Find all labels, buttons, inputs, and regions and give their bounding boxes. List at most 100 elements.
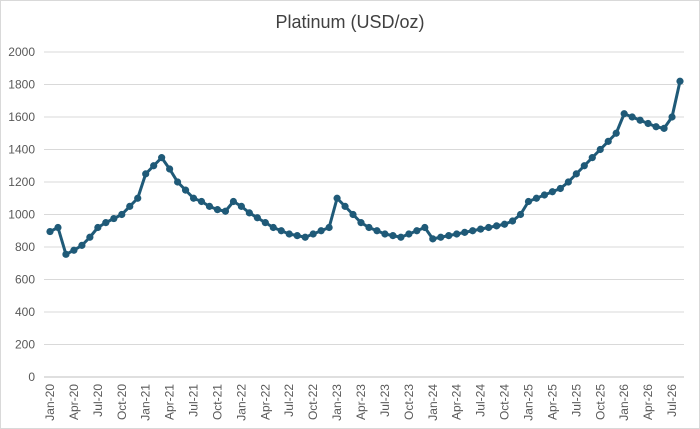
data-point <box>469 227 477 235</box>
x-tick-label: Jan-22 <box>234 384 248 421</box>
data-point <box>453 230 461 238</box>
data-point <box>628 113 636 121</box>
data-point <box>197 197 206 206</box>
x-tick-label: Oct-24 <box>498 384 512 420</box>
data-point <box>142 170 150 178</box>
data-point <box>612 129 620 137</box>
x-tick-label: Jul-21 <box>187 384 201 417</box>
data-point <box>309 230 317 238</box>
x-tick-label: Jan-25 <box>521 384 535 421</box>
y-tick-label: 200 <box>15 338 35 352</box>
data-point <box>94 223 102 232</box>
y-tick-label: 1600 <box>8 110 35 124</box>
x-tick-label: Apr-24 <box>450 384 464 420</box>
data-point <box>301 233 309 241</box>
data-point <box>54 223 62 232</box>
x-tick-label: Apr-22 <box>258 384 272 420</box>
data-point <box>102 219 110 227</box>
data-point <box>389 232 397 240</box>
x-tick-label: Oct-20 <box>115 384 129 420</box>
data-point <box>445 232 453 240</box>
data-point <box>325 223 333 232</box>
x-tick-label: Apr-26 <box>641 384 655 420</box>
series-platinum <box>46 77 684 258</box>
data-point <box>213 206 222 214</box>
data-point <box>492 222 501 230</box>
data-point <box>237 202 245 210</box>
x-tick-label: Apr-21 <box>163 384 177 420</box>
data-point <box>548 188 557 196</box>
data-point <box>429 235 437 243</box>
chart-title: Platinum (USD/oz) <box>275 12 425 32</box>
data-point <box>62 250 70 258</box>
data-point <box>78 241 86 249</box>
data-point <box>261 219 269 227</box>
data-point <box>516 210 525 219</box>
data-point <box>373 227 381 235</box>
data-point <box>134 194 142 202</box>
y-tick-label: 600 <box>15 273 35 287</box>
data-point <box>397 233 405 241</box>
data-point <box>285 230 293 238</box>
gridlines <box>44 51 684 378</box>
data-point <box>437 233 445 241</box>
data-point <box>540 191 549 199</box>
y-tick-label: 1400 <box>8 143 35 157</box>
data-point <box>413 227 421 235</box>
data-point <box>277 227 285 235</box>
data-point <box>365 223 373 232</box>
data-point <box>564 178 572 186</box>
x-axis-tick-labels: Jan-20 Apr-20 Jul-20 Oct-20 Jan-21 Apr-21 Jul-… <box>43 384 679 421</box>
x-tick-label: Jul-23 <box>378 384 392 417</box>
x-tick-label: Jul-24 <box>474 384 488 417</box>
data-point <box>205 202 214 210</box>
x-tick-label: Jul-26 <box>665 384 679 417</box>
data-point <box>86 233 94 241</box>
data-point <box>245 209 253 217</box>
x-tick-label: Apr-25 <box>545 384 559 420</box>
data-point <box>173 178 182 186</box>
data-point <box>644 119 652 128</box>
data-point <box>477 225 485 233</box>
data-point <box>181 186 190 194</box>
data-point <box>556 184 564 193</box>
data-point <box>158 154 166 162</box>
x-tick-label: Jan-21 <box>139 384 153 421</box>
data-point <box>150 162 158 170</box>
data-point <box>500 220 509 228</box>
data-point <box>668 113 676 121</box>
data-point <box>405 230 413 238</box>
data-point <box>293 232 301 240</box>
y-tick-label: 800 <box>15 240 35 254</box>
data-point <box>636 116 644 124</box>
data-point <box>660 124 668 132</box>
x-tick-label: Jul-22 <box>282 384 296 417</box>
x-tick-label: Oct-23 <box>402 384 416 420</box>
data-point <box>341 202 349 210</box>
data-point <box>461 228 469 236</box>
data-point <box>126 202 134 210</box>
data-point <box>532 194 541 202</box>
x-tick-label: Oct-21 <box>210 384 224 420</box>
data-point <box>604 137 612 145</box>
x-tick-label: Jul-20 <box>91 384 105 417</box>
x-tick-label: Jan-20 <box>43 384 57 421</box>
data-point <box>221 207 230 215</box>
x-tick-label: Jan-24 <box>426 384 440 421</box>
data-point <box>349 210 357 219</box>
y-tick-label: 400 <box>15 305 35 319</box>
data-point <box>652 123 660 131</box>
x-tick-label: Oct-25 <box>593 384 607 420</box>
y-tick-label: 1200 <box>8 175 35 189</box>
data-point <box>46 227 54 236</box>
data-point <box>166 165 174 173</box>
x-tick-label: Jan-23 <box>330 384 344 421</box>
data-point <box>676 77 684 85</box>
data-point <box>118 210 126 219</box>
data-point <box>269 223 277 232</box>
x-tick-label: Jul-25 <box>569 384 583 417</box>
data-point <box>317 227 325 235</box>
data-point <box>189 194 198 202</box>
data-point <box>357 219 365 227</box>
